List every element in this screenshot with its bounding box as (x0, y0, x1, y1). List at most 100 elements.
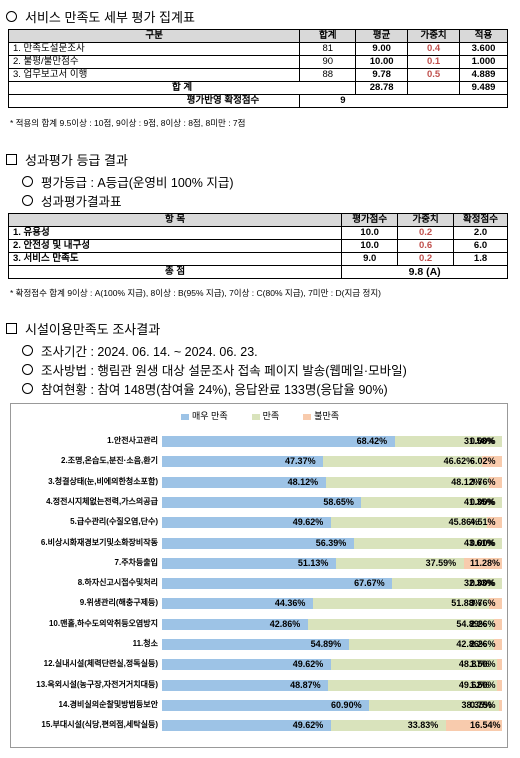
value-label: 54.89% (456, 618, 487, 629)
final-value: 9 (299, 94, 508, 108)
bar-segment (162, 557, 336, 569)
circle-bullet-icon (6, 11, 17, 22)
circle-bullet-icon (22, 364, 33, 375)
category-label: 11.청소 (132, 639, 158, 648)
category-label: 2.조명,온습도,분진·소음,환기 (61, 456, 158, 466)
value-label: 2.26% (470, 639, 496, 649)
value-label: 48.12% (451, 476, 482, 487)
row-name: 2. 안전성 및 내구성 (7, 239, 343, 253)
bar-segment (494, 639, 503, 650)
legend-label: 매우 만족 (191, 411, 228, 421)
value-label: 16.54% (470, 720, 501, 731)
table-row: 2. 안전성 및 내구성 10.0 0.6 6.0 (7, 239, 508, 253)
total-row: 총 점 9.8 (A) (7, 265, 508, 279)
value-label: 11.28% (470, 557, 501, 568)
bar-segment (312, 598, 490, 610)
value-label: 37.59% (425, 557, 457, 568)
row-sum: 81 (299, 42, 357, 56)
value-label: 38.35% (461, 699, 492, 710)
bar-segment (361, 496, 502, 508)
survey-method: 조사방법 : 행림관 원생 대상 설문조사 접속 페이지 발송(웹메일·모바일) (41, 364, 407, 378)
bar-segment (330, 720, 446, 732)
row-applied: 3.600 (459, 42, 508, 56)
satisfaction-chart (10, 403, 508, 748)
header-cell: 적용 (459, 29, 508, 43)
legend-item: 불만족 (303, 409, 339, 422)
row-final: 2.0 (453, 226, 508, 240)
section1-note: * 적용의 합계 9.5이상 : 10점, 9이상 : 9점, 8이상 : 8점… (10, 118, 246, 128)
result-table-caption: 성과평가결과표 (41, 195, 122, 209)
value-label: 3.76% (470, 476, 496, 487)
bar-segment (162, 598, 313, 610)
category-label: 7.주차등출입 (114, 557, 158, 567)
bar-segment (162, 720, 331, 732)
value-label: 68.42% (356, 436, 388, 446)
value-label: 49.62% (458, 679, 490, 690)
section2-title: 성과평가 등급 결과 (25, 153, 128, 168)
category-label: 15.부대시설(식당,편의점,세탁실등) (41, 720, 158, 730)
section3-line2: 조사방법 : 행림관 원생 대상 설문조사 접속 페이지 발송(웹메일·모바일) (22, 360, 407, 379)
bar-segment (445, 720, 502, 732)
bar-segment (162, 639, 349, 650)
category-label: 8.하자신고시접수및처리 (77, 578, 158, 588)
header-cell: 가중치 (397, 213, 455, 227)
row-score: 10.0 (341, 239, 399, 253)
bar-segment (325, 476, 490, 488)
circle-bullet-icon (22, 383, 33, 394)
value-label: 49.62% (292, 659, 324, 670)
bar-segment (162, 578, 393, 590)
bar-segment (162, 517, 331, 529)
legend-label: 만족 (262, 411, 280, 421)
chart-legend: 매우 만족 만족 불만족 (0, 409, 520, 422)
row-weight: 0.2 (397, 226, 455, 240)
row-name: 1. 만족도설문조사 (7, 42, 301, 56)
circle-bullet-icon (22, 176, 33, 187)
value-label: 4.51% (470, 517, 496, 528)
category-label: 12.실내시설(체력단련실,정독실등) (43, 659, 158, 669)
participation-status: 참여현황 : 참여 148명(참여율 24%), 응답완료 133명(응답율 9… (41, 383, 388, 397)
bar-segment (348, 639, 495, 650)
total-row: 합 계 28.78 9.489 (7, 81, 508, 95)
bar-segment (162, 699, 370, 711)
row-avg: 9.00 (355, 42, 409, 56)
value-label: 41.35% (464, 496, 495, 507)
value-label: 45.86% (448, 517, 480, 528)
header-cell: 항 목 (7, 213, 343, 227)
category-label: 5.급수관리(수질오염,단수) (70, 517, 158, 527)
category-label: 3.청결상태(눈,비에의한청소포함) (48, 476, 158, 486)
row-applied: 4.889 (459, 68, 508, 82)
bar-segment (307, 618, 495, 630)
bar-segment (463, 557, 502, 569)
service-satisfaction-table: 구분 합계 평균 가중치 적용 1. 만족도설문조사 81 9.00 0.4 3… (7, 29, 508, 108)
value-label: 2.26% (470, 618, 496, 629)
bar-segment (489, 598, 502, 610)
category-label: 13.옥외시설(농구장,자전거거치대등) (36, 679, 158, 689)
row-name: 1. 유용성 (7, 226, 343, 240)
section3-title: 시설이용만족도 조사결과 (25, 322, 161, 337)
section3-line1: 조사기간 : 2024. 06. 14. ~ 2024. 06. 23. (22, 341, 258, 360)
bar-segment (486, 517, 502, 529)
bar-segment (489, 476, 502, 488)
value-label: 54.89% (310, 639, 342, 649)
bar-segment (369, 699, 500, 711)
value-label: 48.12% (287, 476, 319, 487)
bar-segment (162, 659, 331, 671)
value-label: 49.62% (292, 517, 324, 528)
value-label: 47.37% (285, 456, 316, 467)
row-weight: 0.6 (397, 239, 455, 253)
bar-segment (335, 557, 464, 569)
category-label: 6.비상시화재경보기및소화장비작동 (40, 537, 158, 547)
value-label: 48.87% (458, 659, 490, 670)
value-label: 32.33% (464, 578, 495, 589)
value-label: 46.62% (443, 456, 475, 467)
total-label: 합 계 (7, 81, 357, 95)
row-weight: 0.5 (407, 68, 461, 82)
legend-item: 매우 만족 (180, 409, 228, 422)
value-label: 43.61% (464, 537, 495, 548)
value-label: 33.83% (407, 720, 439, 731)
value-label: 44.36% (274, 598, 306, 609)
bar-segment (330, 659, 497, 671)
bar-segment (323, 456, 482, 468)
bar-segment (330, 517, 487, 529)
category-label: 4.정전시지체없는전력,가스의공급 (46, 496, 158, 506)
